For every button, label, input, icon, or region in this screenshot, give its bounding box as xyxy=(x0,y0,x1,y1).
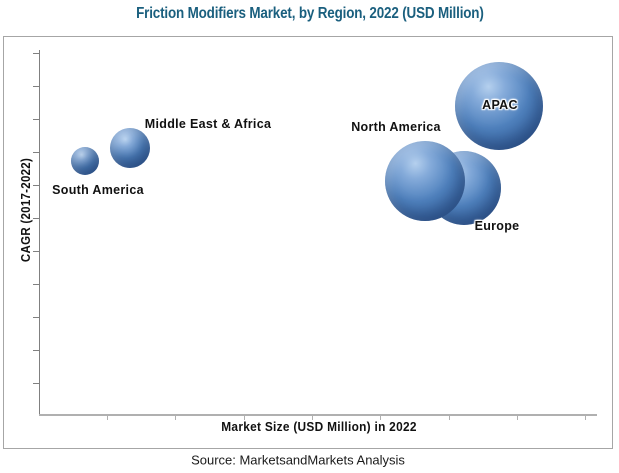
x-axis-title-text: Market Size (USD Million) in 2022 xyxy=(221,420,417,434)
x-tick xyxy=(585,416,586,420)
bubble-south-america xyxy=(71,147,99,175)
y-tick xyxy=(33,53,39,54)
bubble-apac xyxy=(455,62,543,150)
x-tick xyxy=(312,416,313,420)
bubble-label-europe: Europe xyxy=(474,219,520,233)
bubble-label-north-america: North America xyxy=(351,120,441,134)
y-tick xyxy=(33,185,39,186)
chart-title-text: Friction Modifiers Market, by Region, 20… xyxy=(135,5,484,22)
bubble-middle-east-africa xyxy=(110,128,150,168)
x-axis xyxy=(39,414,597,416)
y-tick xyxy=(33,317,39,318)
chart-title: Friction Modifiers Market, by Region, 20… xyxy=(0,5,619,23)
y-axis-title: CAGR (2017-2022) xyxy=(19,157,33,263)
x-tick xyxy=(380,416,381,420)
bubble-label-south-america: South America xyxy=(52,183,144,197)
x-axis-title: Market Size (USD Million) in 2022 xyxy=(216,418,422,436)
y-axis xyxy=(39,50,40,414)
x-tick xyxy=(107,416,108,420)
bubble-label-apac: APAC xyxy=(482,98,518,112)
y-tick xyxy=(33,218,39,219)
bubble-north-america xyxy=(385,141,465,221)
y-tick xyxy=(33,86,39,87)
x-tick xyxy=(517,416,518,420)
y-tick xyxy=(33,152,39,153)
x-tick xyxy=(449,416,450,420)
y-tick xyxy=(33,350,39,351)
source-note: Source: MarketsandMarkets Analysis xyxy=(191,452,405,468)
y-tick xyxy=(33,383,39,384)
x-tick xyxy=(175,416,176,420)
bubble-label-middle-east-africa: Middle East & Africa xyxy=(144,117,272,131)
y-tick xyxy=(33,284,39,285)
x-tick xyxy=(244,416,245,420)
y-tick xyxy=(33,119,39,120)
y-tick xyxy=(33,251,39,252)
